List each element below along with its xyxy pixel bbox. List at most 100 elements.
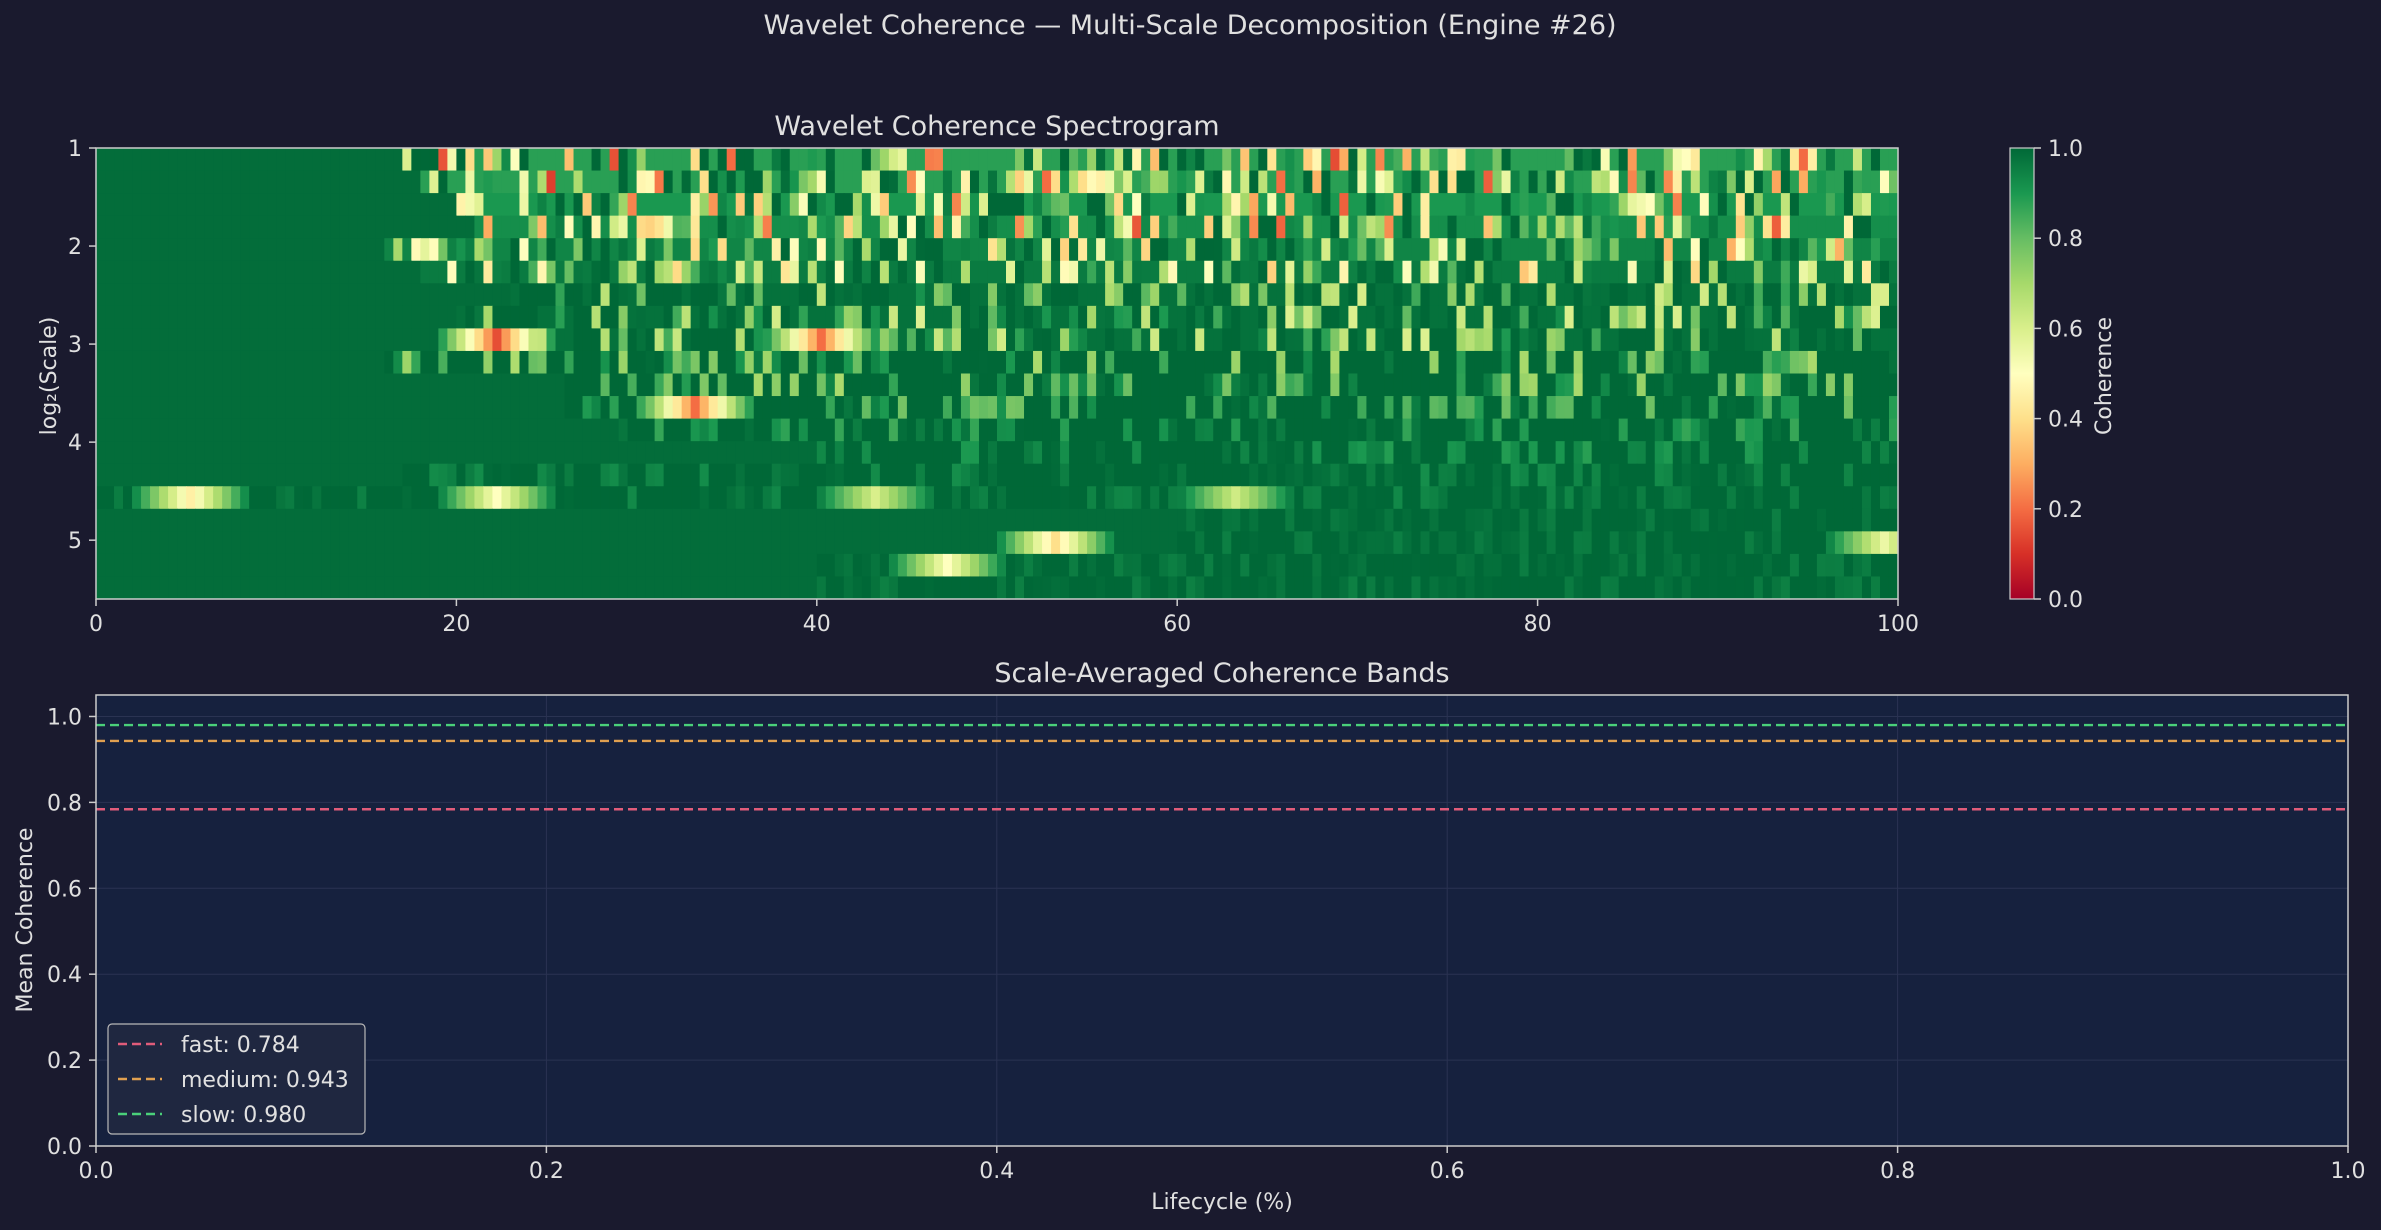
- heatmap-cell: [1465, 576, 1476, 600]
- heatmap-cell: [1726, 508, 1737, 532]
- heatmap-cell: [997, 193, 1007, 217]
- heatmap-cell: [627, 260, 638, 284]
- heatmap-cell: [141, 441, 151, 465]
- heatmap-cell: [393, 418, 403, 442]
- heatmap-cell: [1519, 193, 1530, 217]
- heatmap-cell: [1015, 148, 1025, 172]
- heatmap-cell: [1483, 260, 1494, 284]
- heatmap-cell: [1483, 508, 1494, 532]
- heatmap-cell: [402, 148, 412, 172]
- heatmap-cell: [177, 486, 187, 510]
- heatmap-cell: [1690, 170, 1701, 194]
- heatmap-cell: [717, 350, 728, 375]
- heatmap-cell: [780, 350, 791, 375]
- heatmap-cell: [735, 373, 746, 397]
- heatmap-cell: [1420, 260, 1431, 284]
- heatmap-cell: [1069, 463, 1079, 487]
- heatmap-cell: [348, 531, 358, 555]
- heatmap-cell: [465, 215, 476, 239]
- heatmap-cell: [1213, 328, 1223, 352]
- heatmap-cell: [1609, 238, 1620, 262]
- heatmap-cell: [420, 193, 430, 217]
- heatmap-cell: [294, 373, 304, 397]
- heatmap-cell: [1510, 215, 1521, 239]
- heatmap-cell: [726, 305, 737, 329]
- heatmap-cell: [1123, 215, 1133, 239]
- heatmap-cell: [1447, 170, 1458, 194]
- heatmap-cell: [114, 328, 124, 352]
- heatmap-cell: [1159, 238, 1169, 262]
- heatmap-cell: [1240, 463, 1250, 487]
- heatmap-cell: [141, 508, 151, 532]
- heatmap-cell: [1474, 486, 1485, 510]
- heatmap-cell: [438, 373, 448, 397]
- heatmap-cell: [1267, 238, 1277, 262]
- heatmap-cell: [1267, 170, 1277, 194]
- heatmap-cell: [1339, 373, 1349, 397]
- heatmap-cell: [1762, 396, 1773, 420]
- heatmap-cell: [519, 238, 530, 262]
- heatmap-cell: [726, 486, 737, 510]
- heatmap-cell: [879, 238, 890, 262]
- heatmap-cell: [672, 260, 683, 284]
- heatmap-cell: [1240, 215, 1250, 239]
- heatmap-cell: [1681, 553, 1692, 578]
- heatmap-cell: [1501, 283, 1512, 307]
- heatmap-cell: [510, 170, 521, 194]
- heatmap-cell: [222, 238, 232, 262]
- heatmap-cell: [1735, 396, 1746, 420]
- heatmap-cell: [1024, 305, 1034, 329]
- heatmap-cell: [1636, 463, 1647, 487]
- heatmap-cell: [555, 553, 566, 578]
- heatmap-cell: [1879, 215, 1890, 239]
- bands-x-tick-label: 0.6: [1430, 1159, 1465, 1184]
- heatmap-cell: [1591, 418, 1602, 442]
- heatmap-cell: [429, 531, 439, 555]
- heatmap-cell: [420, 418, 430, 442]
- heatmap-cell: [312, 283, 322, 307]
- heatmap-cell: [915, 305, 926, 329]
- heatmap-cell: [348, 553, 358, 578]
- heatmap-cell: [825, 170, 836, 194]
- heatmap-cell: [177, 148, 187, 172]
- heatmap-cell: [1672, 441, 1683, 465]
- heatmap-cell: [1726, 463, 1737, 487]
- heatmap-cell: [1564, 508, 1575, 532]
- heatmap-cell: [870, 215, 881, 239]
- heatmap-cell: [393, 373, 403, 397]
- heatmap-cell: [510, 215, 521, 239]
- heatmap-cell: [1600, 576, 1611, 600]
- heatmap-cell: [1033, 553, 1043, 578]
- heatmap-cell: [1042, 193, 1052, 217]
- heatmap-cell: [456, 238, 467, 262]
- heatmap-cell: [321, 148, 331, 172]
- heatmap-cell: [1267, 148, 1277, 172]
- heatmap-cell: [1771, 441, 1782, 465]
- heatmap-cell: [1519, 418, 1530, 442]
- heatmap-cell: [573, 148, 584, 172]
- heatmap-cell: [1150, 170, 1160, 194]
- heatmap-cell: [1060, 260, 1070, 284]
- heatmap-cell: [951, 396, 962, 420]
- heatmap-cell: [1384, 238, 1395, 262]
- heatmap-cell: [1177, 576, 1187, 600]
- heatmap-cell: [1069, 441, 1079, 465]
- heatmap-cell: [1708, 553, 1719, 578]
- heatmap-cell: [519, 148, 530, 172]
- heatmap-cell: [663, 441, 674, 465]
- heatmap-cell: [870, 148, 881, 172]
- heatmap-cell: [1852, 148, 1863, 172]
- heatmap-cell: [1555, 260, 1566, 284]
- heatmap-cell: [1501, 305, 1512, 329]
- heatmap-cell: [816, 170, 827, 194]
- heatmap-cell: [465, 418, 476, 442]
- heatmap-cell: [1861, 305, 1872, 329]
- heatmap-cell: [1861, 531, 1872, 555]
- heatmap-cell: [1447, 531, 1458, 555]
- heatmap-cell: [681, 260, 692, 284]
- heatmap-cell: [1636, 486, 1647, 510]
- heatmap-cell: [1195, 531, 1205, 555]
- heatmap-cell: [1879, 328, 1890, 352]
- heatmap-cell: [114, 215, 124, 239]
- heatmap-cell: [1033, 215, 1043, 239]
